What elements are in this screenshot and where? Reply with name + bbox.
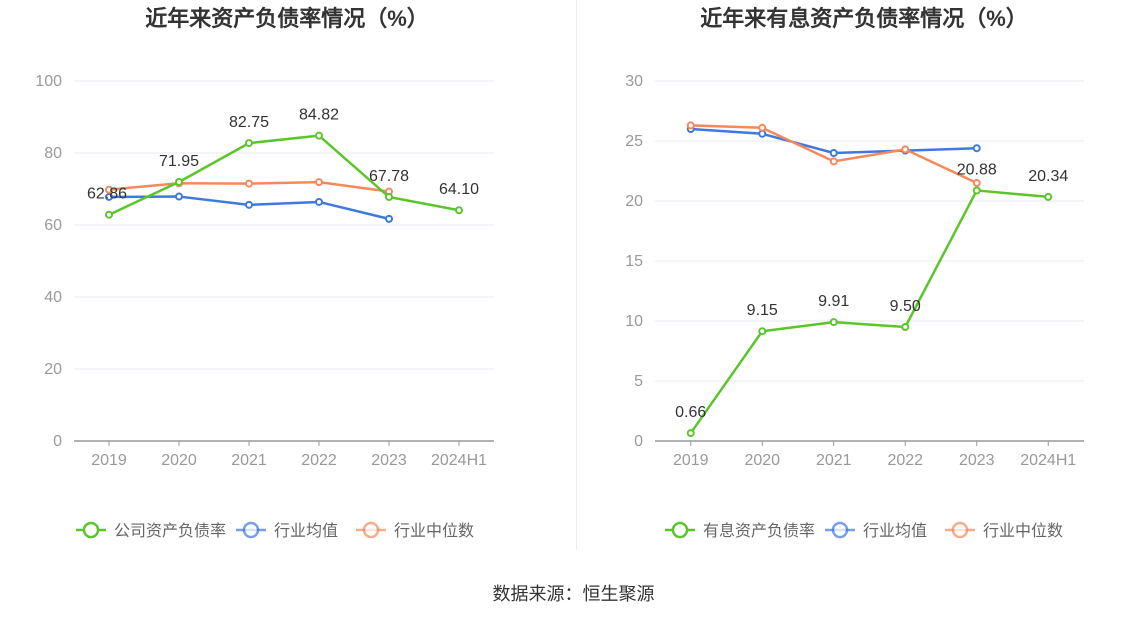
data-label: 0.66 — [675, 404, 706, 421]
y-tick-label: 100 — [35, 73, 62, 90]
data-point-1 — [245, 200, 253, 209]
data-point-2 — [901, 145, 910, 154]
legend-marker-1 — [831, 521, 849, 539]
debt-ratio-chart: 近年来资产负债率情况（%） 0 20 40 60 80 100 2019 2020 2021 202… — [35, 6, 494, 540]
y-tick-label: 0 — [634, 433, 643, 450]
data-label: 64.10 — [439, 181, 479, 198]
y-tick-label: 80 — [44, 145, 62, 162]
y-tick-label: 15 — [625, 253, 643, 270]
legend-marker-0 — [671, 521, 689, 539]
interest-debt-ratio-chart-panel: 近年来有息资产负债率情况（%） 0 5 10 15 20 25 30 2019 2020 2021 2… — [577, 0, 1147, 560]
series-line-0 — [108, 134, 460, 216]
legend-label: 行业均值 — [863, 522, 927, 540]
legend-marker-2 — [362, 521, 380, 539]
data-point-0 — [1044, 192, 1053, 201]
y-tick-label: 20 — [44, 361, 62, 378]
data-label: 20.34 — [1028, 168, 1068, 185]
chart-title: 近年来有息资产负债率情况（%） — [700, 6, 1028, 31]
data-point-2 — [972, 179, 981, 187]
data-point-2 — [686, 121, 695, 130]
x-tick-label: 2020 — [161, 452, 197, 469]
data-label: 9.50 — [890, 298, 921, 315]
data-label: 84.82 — [299, 107, 339, 124]
data-label: 9.91 — [818, 293, 849, 310]
y-tick-label: 0 — [53, 433, 62, 450]
x-tick-label: 2024H1 — [1020, 452, 1076, 469]
data-point-1 — [175, 192, 183, 201]
data-point-0 — [758, 327, 767, 336]
data-point-0 — [245, 139, 253, 148]
x-tick-label: 2024H1 — [431, 452, 487, 469]
x-tick-label: 2022 — [301, 452, 337, 469]
x-tick-label: 2023 — [371, 452, 407, 469]
data-point-2 — [829, 157, 838, 166]
y-tick-label: 30 — [625, 73, 643, 90]
data-point-2 — [105, 185, 113, 194]
data-source-note: 数据来源：恒生聚源 — [492, 584, 655, 604]
x-tick-label: 2021 — [816, 452, 852, 469]
data-point-0 — [901, 323, 910, 331]
x-tick-label: 2020 — [744, 452, 780, 469]
legend-marker-1 — [242, 521, 260, 539]
data-point-0 — [315, 131, 323, 140]
data-point-0 — [455, 206, 463, 215]
debt-ratio-chart-panel: 近年来资产负债率情况（%） 0 20 40 60 80 100 2019 2020 2021 202… — [0, 0, 573, 560]
data-label: 82.75 — [229, 114, 269, 131]
data-label: 67.78 — [369, 168, 409, 185]
data-point-1 — [972, 144, 981, 153]
series-line-0 — [689, 189, 1049, 434]
y-tick-label: 60 — [44, 217, 62, 234]
data-point-0 — [105, 210, 113, 219]
data-label: 71.95 — [159, 153, 199, 170]
chart-title: 近年来资产负债率情况（%） — [145, 6, 429, 31]
data-point-0 — [829, 318, 838, 327]
data-point-2 — [245, 179, 253, 188]
legend-label: 有息资产负债率 — [703, 522, 815, 540]
x-tick-label: 2021 — [231, 452, 267, 469]
data-point-0 — [175, 177, 183, 186]
x-tick-label: 2023 — [959, 452, 995, 469]
data-point-0 — [385, 192, 393, 201]
y-tick-label: 25 — [625, 133, 643, 150]
data-point-1 — [105, 192, 113, 201]
data-point-0 — [686, 429, 695, 438]
interest-debt-ratio-chart: 近年来有息资产负债率情况（%） 0 5 10 15 20 25 30 2019 2020 2021 2… — [625, 6, 1084, 540]
data-label: 9.15 — [747, 302, 778, 319]
y-tick-label: 5 — [634, 373, 643, 390]
y-tick-label: 20 — [625, 193, 643, 210]
data-point-2 — [758, 123, 767, 132]
legend-marker-2 — [951, 521, 969, 539]
legend-label: 行业均值 — [274, 522, 338, 540]
y-tick-label: 10 — [625, 313, 643, 330]
legend-label: 行业中位数 — [983, 522, 1063, 540]
data-point-0 — [972, 186, 981, 195]
data-point-1 — [829, 149, 838, 157]
x-tick-label: 2022 — [887, 452, 923, 469]
data-point-1 — [385, 214, 393, 223]
data-label: 62.86 — [87, 186, 127, 203]
data-label: 20.88 — [957, 161, 997, 178]
x-tick-label: 2019 — [673, 452, 709, 469]
legend-marker-0 — [82, 521, 100, 539]
legend-label: 行业中位数 — [394, 522, 474, 540]
y-tick-label: 40 — [44, 289, 62, 306]
x-tick-label: 2019 — [91, 452, 127, 469]
data-point-1 — [315, 197, 323, 206]
panel-divider — [576, 0, 577, 550]
data-point-2 — [315, 178, 323, 187]
legend-label: 公司资产负债率 — [114, 522, 226, 540]
